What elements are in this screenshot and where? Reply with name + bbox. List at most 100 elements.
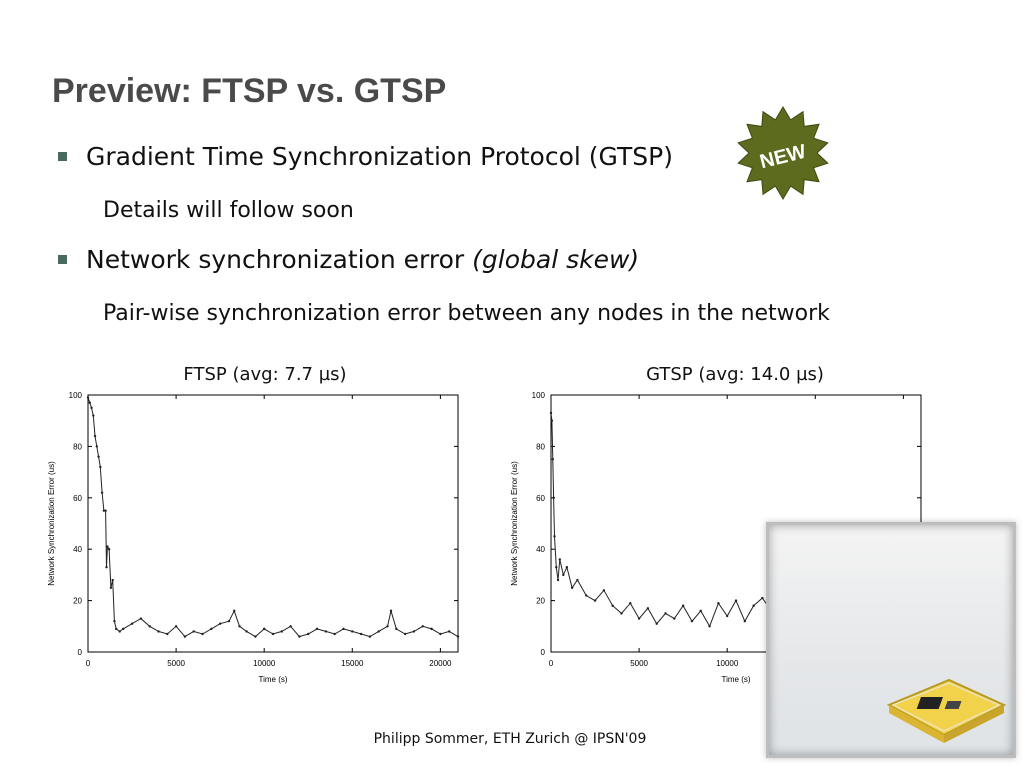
gtsp-data-point xyxy=(637,617,641,620)
ftsp-data-point xyxy=(342,627,345,631)
gtsp-data-point xyxy=(655,622,658,625)
ftsp-data-point xyxy=(130,622,134,625)
gtsp-data-point xyxy=(562,573,565,577)
gtsp-data-point xyxy=(550,419,554,422)
bullet-sync-error-text: Network synchronization error xyxy=(86,245,473,274)
ftsp-data-point xyxy=(106,545,109,548)
gtsp-ytick-label: 0 xyxy=(541,648,546,657)
ftsp-ytick-label: 20 xyxy=(73,597,82,606)
gtsp-xtick-label: 10000 xyxy=(716,659,739,668)
gtsp-data-point xyxy=(629,601,632,605)
ftsp-ytick-label: 100 xyxy=(69,391,83,400)
gtsp-data-point xyxy=(708,625,711,628)
bullet-gtsp: Gradient Time Synchronization Protocol (… xyxy=(86,142,673,171)
ftsp-data-point xyxy=(92,414,95,417)
ftsp-data-point xyxy=(118,630,121,633)
ftsp-data-point xyxy=(389,609,393,613)
ftsp-data-point xyxy=(210,627,213,631)
gtsp-data-point xyxy=(743,619,747,623)
gtsp-data-point xyxy=(646,607,650,610)
sub-bullet-pairwise: Pair-wise synchronization error between … xyxy=(103,301,830,326)
gtsp-data-point xyxy=(551,458,554,461)
ftsp-data-point xyxy=(324,630,328,633)
ftsp-data-point xyxy=(403,632,407,636)
ftsp-data-point xyxy=(307,632,310,636)
gtsp-data-point xyxy=(673,617,676,620)
bullet-marker xyxy=(58,152,67,161)
ftsp-plot-frame xyxy=(87,394,459,653)
gtsp-ytick-label: 80 xyxy=(536,442,545,451)
ftsp-data-point xyxy=(157,630,160,633)
gtsp-ytick-label: 60 xyxy=(536,494,545,503)
ftsp-data-point xyxy=(262,627,266,631)
ftsp-ytick-label: 80 xyxy=(73,442,82,451)
ftsp-data-point xyxy=(386,625,389,628)
ftsp-ytick-label: 0 xyxy=(78,648,83,657)
ftsp-data-point xyxy=(139,617,143,620)
ftsp-data-point xyxy=(359,632,363,636)
gtsp-data-point xyxy=(699,609,702,613)
ftsp-data-point xyxy=(439,632,442,636)
ftsp-data-point xyxy=(298,635,301,638)
ftsp-data-point xyxy=(289,625,292,628)
gtsp-data-point xyxy=(734,599,738,602)
ftsp-data-point xyxy=(95,445,99,448)
ftsp-ytick-label: 60 xyxy=(73,494,82,503)
ftsp-data-point xyxy=(104,509,107,512)
ftsp-data-point xyxy=(86,396,90,399)
ftsp-data-point xyxy=(114,627,118,631)
ftsp-xtick-label: 10000 xyxy=(253,659,276,668)
ftsp-data-point xyxy=(254,635,257,638)
ftsp-xtick-label: 0 xyxy=(86,659,91,668)
ftsp-ylabel: Network Synchronization Error (us) xyxy=(47,461,56,586)
ftsp-data-point xyxy=(100,491,104,494)
gtsp-data-point xyxy=(556,578,560,582)
gtsp-data-point xyxy=(593,599,597,602)
chart-ftsp: 0 20 40 60 80 100 0 5000 10000 15000 20000 Time (s)… xyxy=(47,391,460,684)
ftsp-data-point xyxy=(271,632,275,636)
gtsp-ytick-label: 100 xyxy=(532,391,546,400)
ftsp-data-point xyxy=(122,627,125,631)
gtsp-data-point xyxy=(725,614,729,618)
gtsp-data-point xyxy=(585,594,588,597)
ftsp-data-point xyxy=(99,465,102,469)
ftsp-series-line xyxy=(87,397,459,638)
gtsp-data-point xyxy=(553,535,556,538)
bullet-marker xyxy=(58,255,67,264)
gtsp-xtick-label: 5000 xyxy=(630,659,648,668)
gtsp-data-point xyxy=(620,612,623,615)
ftsp-data-point xyxy=(315,627,319,631)
ftsp-data-point xyxy=(280,630,284,633)
ftsp-data-point xyxy=(233,609,236,613)
ftsp-data-point xyxy=(421,625,424,628)
ftsp-data-point xyxy=(238,625,241,628)
ftsp-data-point xyxy=(105,565,108,569)
ftsp-data-point xyxy=(111,578,114,582)
ftsp-xlabel: Time (s) xyxy=(258,675,287,684)
ftsp-ytick-label: 40 xyxy=(73,545,82,554)
ftsp-data-point xyxy=(109,586,113,589)
sensor-device-icon xyxy=(886,678,1007,743)
gtsp-data-point xyxy=(717,601,720,605)
ftsp-data-point xyxy=(183,635,187,638)
gtsp-data-point xyxy=(681,604,685,607)
slide-title: Preview: FTSP vs. GTSP xyxy=(52,72,447,110)
bullet-gtsp-text: Gradient Time Synchronization Protocol (… xyxy=(86,142,673,171)
gtsp-data-point xyxy=(664,612,667,615)
new-badge-icon: NEW xyxy=(737,106,829,200)
ftsp-data-point xyxy=(368,635,372,638)
ftsp-data-point xyxy=(227,619,231,623)
chart-title-ftsp: FTSP (avg: 7.7 µs) xyxy=(183,364,347,385)
gtsp-ytick-label: 20 xyxy=(536,597,545,606)
ftsp-data-point xyxy=(174,625,178,628)
gtsp-data-point xyxy=(576,578,579,582)
gtsp-ytick-label: 40 xyxy=(536,545,545,554)
ftsp-xtick-label: 15000 xyxy=(341,659,364,668)
gtsp-data-point xyxy=(690,619,694,623)
badge-starburst xyxy=(737,106,829,200)
ftsp-data-point xyxy=(107,548,111,551)
ftsp-data-point xyxy=(351,630,354,633)
ftsp-data-point xyxy=(430,627,433,631)
ftsp-xtick-label: 20000 xyxy=(429,659,452,668)
ftsp-data-point xyxy=(377,630,380,633)
